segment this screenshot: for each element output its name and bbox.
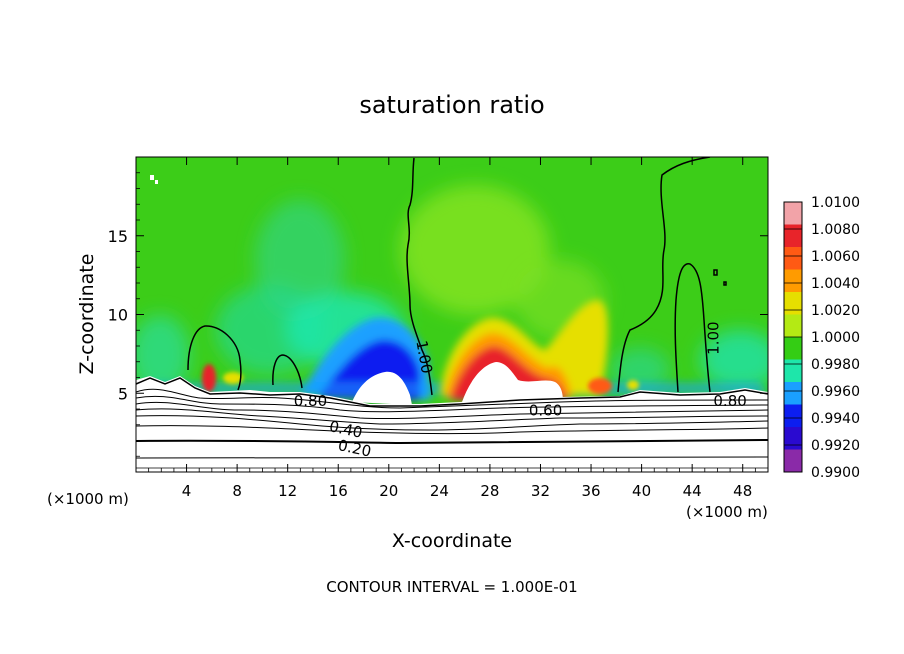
contour-one-right: [617, 157, 711, 393]
colorbar-label: 1.0040: [811, 276, 860, 292]
x-tick-label: 28: [480, 482, 499, 500]
y-axis-label: Z-coordinate: [76, 254, 98, 375]
x-tick-label: 32: [531, 482, 550, 500]
x-tick-label: 16: [329, 482, 348, 500]
colorbar: 1.0100 1.0080 1.0060 1.0040 1.0020 1.0000 0.99…: [783, 195, 860, 481]
x-tick-label: 44: [683, 482, 702, 500]
colorbar-segment: [784, 224, 802, 248]
contour-label: 0.80: [713, 392, 746, 410]
colorbar-label: 0.9940: [811, 411, 860, 427]
colorbar-segment: [784, 202, 802, 225]
x-tick-label: 4: [182, 482, 192, 500]
x-tick-label: 20: [379, 482, 398, 500]
colorbar-segment: [784, 382, 802, 405]
contour-label-text: 1.00: [705, 321, 723, 354]
contour-line: [136, 388, 768, 409]
yellow-spot: [223, 372, 243, 384]
contour-label-text: 1.00: [412, 339, 436, 375]
colorbar-label: 0.9920: [811, 438, 860, 454]
y-tick-label: 10: [108, 306, 128, 325]
plot-area: [136, 157, 768, 472]
colorbar-label: 1.0000: [811, 330, 860, 346]
red-spot: [202, 364, 216, 392]
y-axis: 5 10 15: [108, 172, 768, 457]
colorbar-label: 1.0100: [811, 195, 860, 211]
contour-line: [136, 395, 768, 413]
x-scale-note-left: (×1000 m): [47, 490, 129, 508]
teal-region: [610, 348, 670, 392]
x-tick-label: 48: [733, 482, 752, 500]
x-tick-label: 24: [430, 482, 449, 500]
contour-specks: [713, 269, 727, 286]
chart-title: saturation ratio: [359, 91, 544, 119]
contour-bump: [272, 354, 303, 389]
contour-line: [136, 415, 768, 431]
contour-line: [136, 439, 768, 445]
white-cloud: [352, 371, 412, 405]
teal-region: [700, 330, 768, 390]
colorbar-label: 1.0080: [811, 222, 860, 238]
contour-label: 1.00: [705, 321, 723, 354]
contour-label: 0.80: [294, 392, 327, 410]
x-tick-label: 40: [632, 482, 651, 500]
contour-label-text: 0.80: [294, 392, 327, 410]
x-axis-label: X-coordinate: [392, 530, 512, 552]
contour-line: [136, 425, 768, 434]
contour-line: [136, 456, 768, 459]
colorbar-label: 1.0020: [811, 303, 860, 319]
colorbar-label: 0.9980: [811, 357, 860, 373]
x-scale-note-right: (×1000 m): [686, 503, 768, 521]
colorbar-label: 0.9900: [811, 465, 860, 481]
colorbar-segment: [784, 314, 802, 338]
x-axis: 4 8 12 16 20 24 28 32 36 40 44 48: [148, 157, 756, 500]
contour-labels: 1.001.000.800.600.800.400.20: [294, 321, 747, 460]
x-tick-label: 36: [581, 482, 600, 500]
y-tick-label: 15: [108, 227, 128, 246]
colorbar-segment: [784, 292, 802, 315]
colorbar-segment: [784, 359, 802, 383]
orange-spot: [588, 378, 612, 394]
cloud-base-contour: [136, 377, 768, 407]
contour-label: 0.60: [529, 402, 562, 420]
teal-region: [136, 315, 190, 395]
contour-label: 1.00: [412, 339, 436, 375]
contour-one-left: [406, 157, 433, 396]
white-cloud: [462, 362, 563, 402]
x-tick-label: 12: [278, 482, 297, 500]
colorbar-segment: [784, 337, 802, 360]
colorbar-segment: [784, 404, 802, 428]
x-tick-label: 8: [232, 482, 242, 500]
light-green-region: [400, 185, 550, 315]
contour-bump: [187, 325, 242, 391]
colorbar-segment: [784, 269, 802, 293]
contour-interval-annotation: CONTOUR INTERVAL = 1.000E-01: [326, 578, 577, 596]
contour-one-right-loop: [674, 263, 711, 393]
contour-label-text: 0.80: [713, 392, 746, 410]
yellow-spot: [627, 380, 639, 390]
colorbar-segment: [784, 449, 802, 473]
contour-line: [136, 408, 768, 425]
colorbar-label: 0.9960: [811, 384, 860, 400]
contour-line: [136, 401, 768, 420]
lower-white-region: [136, 376, 768, 472]
contour-label-text: 0.60: [529, 402, 562, 420]
colorbar-segment: [784, 427, 802, 450]
colorbar-label: 1.0060: [811, 249, 860, 265]
white-specks: [150, 175, 158, 184]
colorbar-segment: [784, 247, 802, 270]
y-tick-label: 5: [118, 384, 128, 403]
